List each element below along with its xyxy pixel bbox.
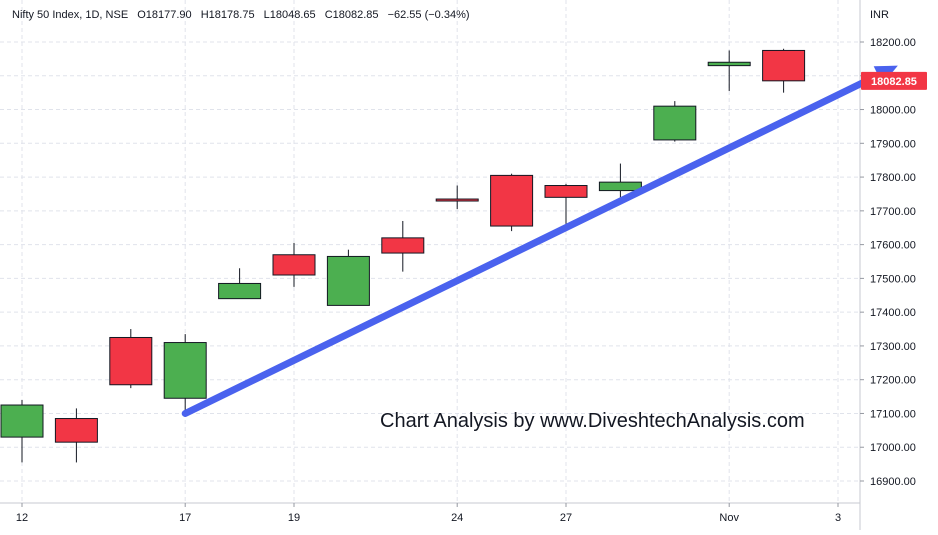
candle bbox=[435, 185, 479, 210]
candle-body-down bbox=[109, 336, 153, 386]
price-tick-label: 18000.00 bbox=[870, 105, 916, 117]
candle-body-down bbox=[272, 254, 316, 276]
change-value: −62.55 (−0.34%) bbox=[388, 9, 470, 21]
candle bbox=[381, 220, 425, 272]
open-value: O18177.90 bbox=[137, 9, 191, 21]
price-tick-label: 17900.00 bbox=[870, 138, 916, 150]
time-tick-label: 3 bbox=[835, 512, 841, 524]
candle-body-down bbox=[435, 198, 479, 202]
candle-body-up bbox=[653, 105, 697, 141]
candle-body-up bbox=[707, 61, 751, 67]
currency-label: INR bbox=[870, 9, 889, 21]
price-tick-label: 17800.00 bbox=[870, 172, 916, 184]
candle bbox=[598, 163, 642, 198]
price-tick-label: 17500.00 bbox=[870, 273, 916, 285]
candle-body-down bbox=[54, 418, 98, 443]
candle bbox=[109, 329, 153, 389]
candle bbox=[653, 101, 697, 142]
candle-body-down bbox=[762, 49, 806, 82]
price-tick-label: 17700.00 bbox=[870, 206, 916, 218]
close-value: C18082.85 bbox=[325, 9, 379, 21]
candle-body-up bbox=[0, 404, 44, 438]
candle bbox=[326, 249, 370, 306]
price-axis[interactable]: 16900.00 17000.00 17100.00 17200.00 17300.00… bbox=[860, 37, 916, 488]
price-tick-label: 18200.00 bbox=[870, 37, 916, 49]
candle-body-up bbox=[218, 282, 262, 300]
candle bbox=[0, 399, 44, 463]
trend-arrow-shaft bbox=[181, 71, 882, 417]
last-price-marker: 18082.85 bbox=[861, 71, 927, 90]
time-tick-label: 19 bbox=[288, 512, 300, 524]
price-tick-label: 17000.00 bbox=[870, 442, 916, 454]
high-value: H18178.75 bbox=[201, 9, 255, 21]
candle bbox=[544, 183, 588, 225]
candle-body-down bbox=[544, 185, 588, 198]
time-tick-label: 12 bbox=[16, 512, 28, 524]
low-value: L18048.65 bbox=[264, 9, 316, 21]
candle bbox=[163, 334, 207, 417]
price-tick-label: 17200.00 bbox=[870, 375, 916, 387]
last-price-badge bbox=[861, 71, 927, 90]
axis-layer: INR bbox=[0, 0, 889, 530]
candle bbox=[218, 268, 262, 300]
time-tick-label: 27 bbox=[560, 512, 572, 524]
trend-arrow bbox=[181, 65, 898, 417]
price-tick-label: 17600.00 bbox=[870, 240, 916, 252]
price-tick-label: 17100.00 bbox=[870, 408, 916, 420]
symbol-name: Nifty 50 Index, 1D, NSE bbox=[12, 9, 128, 21]
candle bbox=[54, 408, 98, 463]
header-legend: Nifty 50 Index, 1D, NSE O18177.90 H18178… bbox=[12, 9, 470, 21]
time-tick-label: 17 bbox=[179, 512, 191, 524]
candle bbox=[707, 50, 751, 91]
candle bbox=[272, 242, 316, 287]
grid-layer bbox=[0, 0, 860, 503]
time-tick-label: 24 bbox=[451, 512, 463, 524]
price-tick-label: 16900.00 bbox=[870, 476, 916, 488]
candle-body-up bbox=[598, 181, 642, 192]
candles bbox=[0, 48, 806, 463]
candle bbox=[762, 48, 806, 93]
candle-body-down bbox=[381, 237, 425, 254]
candle-body-up bbox=[326, 255, 370, 306]
watermark-text: Chart Analysis by www.DiveshtechAnalysis… bbox=[380, 410, 805, 432]
price-tick-label: 17400.00 bbox=[870, 307, 916, 319]
price-tick-label: 17300.00 bbox=[870, 341, 916, 353]
time-tick-label: Nov bbox=[719, 512, 739, 524]
candle bbox=[490, 173, 534, 232]
candle-body-up bbox=[163, 342, 207, 399]
candle-body-down bbox=[490, 174, 534, 227]
last-price-label: 18082.85 bbox=[871, 76, 917, 88]
time-axis[interactable]: 12 17 19 24 27 Nov 3 bbox=[16, 503, 841, 524]
